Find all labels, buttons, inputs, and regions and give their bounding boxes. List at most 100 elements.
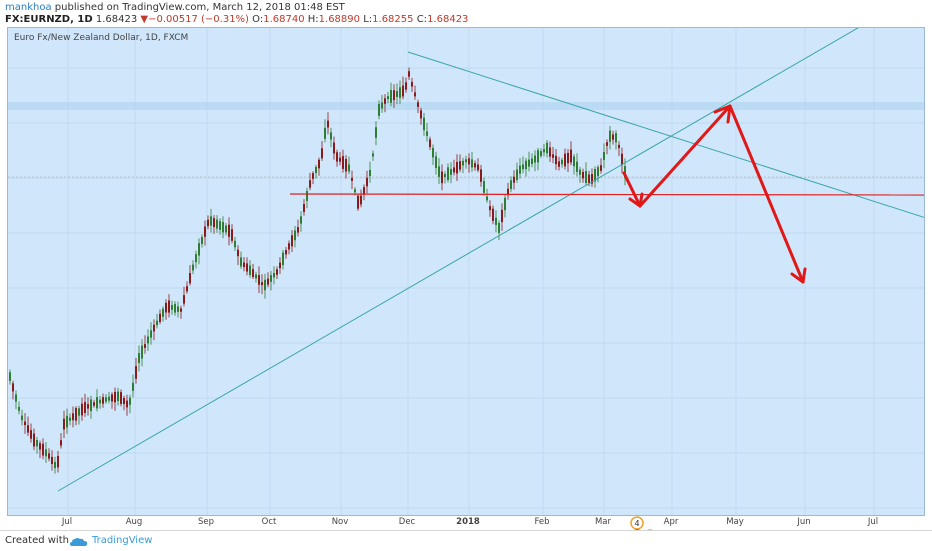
- candle-body: [144, 344, 146, 348]
- candle-body: [597, 167, 599, 177]
- candlesticks: [9, 67, 626, 474]
- candle-body: [252, 269, 254, 277]
- grid-lines: [8, 28, 924, 515]
- candle-body: [45, 449, 47, 457]
- candle-body: [33, 433, 35, 447]
- candle-body: [480, 169, 482, 182]
- candle-body: [135, 366, 137, 379]
- candle-body: [174, 303, 176, 313]
- candle-body: [594, 169, 596, 182]
- chart-pane[interactable]: Euro Fx/New Zealand Dollar, 1D, FXCM 4 4…: [7, 27, 925, 543]
- time-axis-label: 2018: [456, 517, 480, 527]
- candle-body: [126, 400, 128, 408]
- time-axis-label: Apr: [663, 517, 679, 527]
- projection-leg-down-1[interactable]: [622, 171, 642, 208]
- candle-body: [66, 415, 68, 428]
- candle-body: [372, 153, 374, 157]
- candle-body: [63, 418, 65, 430]
- candle-body: [543, 149, 545, 153]
- candle-body: [216, 219, 218, 229]
- resistance-zone[interactable]: [8, 102, 924, 110]
- candle-body: [273, 273, 275, 278]
- time-axis-label: Jul: [61, 517, 73, 527]
- candle-body: [351, 177, 353, 181]
- candle-body: [357, 195, 359, 209]
- candle-body: [612, 134, 614, 140]
- candle-body: [219, 221, 221, 230]
- candle-body: [555, 155, 557, 165]
- candle-body: [237, 249, 239, 257]
- ascending-trendline[interactable]: [57, 28, 863, 492]
- price-chart-svg[interactable]: [8, 28, 924, 515]
- candle-body: [414, 92, 416, 97]
- price-change: −0.00517 (−0.31%): [148, 14, 249, 25]
- publish-line: mankhoa published on TradingView.com, Ma…: [5, 2, 345, 13]
- candle-body: [492, 208, 494, 221]
- projection-leg-up[interactable]: [638, 104, 732, 208]
- candle-body: [426, 131, 428, 136]
- chart-title: Euro Fx/New Zealand Dollar, 1D, FXCM: [14, 33, 189, 43]
- projection-leg-down-2[interactable]: [728, 104, 805, 284]
- candle-body: [192, 264, 194, 271]
- tradingview-brand[interactable]: TradingView: [92, 535, 153, 546]
- candle-body: [381, 102, 383, 109]
- candle-body: [72, 413, 74, 421]
- candle-body: [312, 173, 314, 179]
- candle-body: [345, 159, 347, 172]
- candle-body: [564, 153, 566, 167]
- candle-body: [114, 391, 116, 403]
- symbol-label[interactable]: FX:EURNZD, 1D: [5, 14, 93, 25]
- candle-body: [69, 417, 71, 421]
- candle-body: [243, 262, 245, 268]
- candle-body: [240, 257, 242, 267]
- candle-body: [171, 305, 173, 310]
- candle-body: [21, 415, 23, 421]
- candle-body: [534, 155, 536, 163]
- candle-body: [348, 164, 350, 172]
- candle-body: [468, 158, 470, 165]
- candle-body: [465, 159, 467, 163]
- candle-body: [285, 250, 287, 255]
- projection-arrows[interactable]: [622, 104, 807, 284]
- candle-body: [390, 90, 392, 103]
- tradingview-cloud-icon[interactable]: [70, 537, 88, 547]
- candle-body: [294, 230, 296, 241]
- candle-body: [276, 269, 278, 275]
- open-value: 1.68740: [263, 14, 305, 25]
- candle-body: [234, 240, 236, 248]
- candle-body: [141, 345, 143, 359]
- created-with-label: Created with: [5, 535, 69, 546]
- candle-body: [435, 156, 437, 168]
- event-badge-icon[interactable]: [630, 516, 644, 530]
- candle-body: [522, 164, 524, 170]
- candle-body: [369, 170, 371, 176]
- candle-body: [483, 181, 485, 193]
- descending-trendline[interactable]: [407, 51, 924, 218]
- candle-body: [360, 195, 362, 205]
- candle-body: [204, 226, 206, 237]
- candle-body: [150, 330, 152, 338]
- candle-body: [315, 166, 317, 174]
- candle-body: [537, 150, 539, 163]
- high-value: 1.68890: [318, 14, 361, 25]
- time-axis[interactable]: Jul Aug Sep Oct Nov Dec 2018 Feb Mar Apr May Jun Jul: [7, 516, 925, 530]
- down-arrow-icon: ▼: [140, 14, 149, 25]
- candle-body: [138, 353, 140, 363]
- candle-body: [156, 320, 158, 326]
- candle-body: [462, 160, 464, 166]
- candle-body: [456, 162, 458, 174]
- candle-body: [147, 336, 149, 344]
- open-label: O:: [252, 14, 264, 25]
- candle-body: [618, 144, 620, 149]
- candle-body: [198, 243, 200, 256]
- candle-body: [408, 71, 410, 77]
- candle-body: [516, 169, 518, 180]
- time-axis-label: Jul: [867, 517, 879, 527]
- candle-body: [210, 216, 212, 226]
- candle-body: [432, 147, 434, 158]
- author-link[interactable]: mankhoa: [5, 2, 52, 13]
- horizontal-support-line[interactable]: [289, 193, 924, 196]
- time-axis-label: Oct: [261, 517, 277, 527]
- candle-body: [51, 456, 53, 464]
- candle-body: [117, 391, 119, 401]
